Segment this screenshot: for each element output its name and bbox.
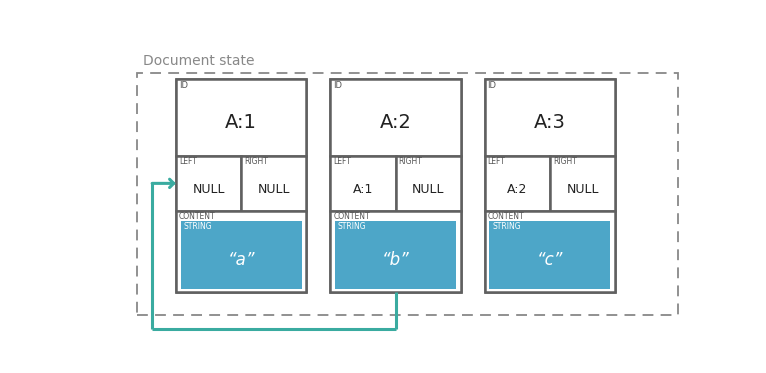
Text: CONTENT: CONTENT bbox=[178, 213, 215, 222]
Text: RIGHT: RIGHT bbox=[244, 157, 268, 166]
Bar bbox=[330, 211, 461, 292]
Text: NULL: NULL bbox=[257, 184, 290, 197]
Bar bbox=[176, 79, 306, 292]
Text: NULL: NULL bbox=[566, 184, 599, 197]
Text: A:2: A:2 bbox=[507, 184, 528, 197]
Text: ID: ID bbox=[333, 81, 342, 90]
Bar bbox=[485, 79, 615, 156]
Text: RIGHT: RIGHT bbox=[553, 157, 577, 166]
Text: STRING: STRING bbox=[184, 222, 212, 231]
Text: RIGHT: RIGHT bbox=[398, 157, 422, 166]
Bar bbox=[176, 156, 241, 211]
Bar bbox=[485, 211, 615, 292]
Text: A:3: A:3 bbox=[534, 113, 566, 132]
Bar bbox=[181, 221, 302, 289]
Bar bbox=[330, 79, 461, 292]
Text: STRING: STRING bbox=[493, 222, 521, 231]
Text: “b”: “b” bbox=[381, 251, 409, 269]
Bar bbox=[330, 79, 461, 156]
Text: ID: ID bbox=[488, 81, 496, 90]
Text: A:1: A:1 bbox=[225, 113, 257, 132]
Text: “a”: “a” bbox=[228, 251, 255, 269]
Text: NULL: NULL bbox=[412, 184, 444, 197]
Text: STRING: STRING bbox=[338, 222, 367, 231]
Bar bbox=[489, 221, 611, 289]
Bar bbox=[330, 156, 395, 211]
Text: LEFT: LEFT bbox=[488, 157, 506, 166]
Text: NULL: NULL bbox=[192, 184, 224, 197]
Text: A:1: A:1 bbox=[352, 184, 373, 197]
Bar bbox=[335, 221, 456, 289]
Text: LEFT: LEFT bbox=[178, 157, 197, 166]
Text: “c”: “c” bbox=[537, 251, 563, 269]
Bar bbox=[176, 79, 306, 156]
Bar bbox=[395, 156, 461, 211]
Bar bbox=[485, 79, 615, 292]
Text: ID: ID bbox=[178, 81, 188, 90]
Text: CONTENT: CONTENT bbox=[488, 213, 524, 222]
Bar bbox=[550, 156, 615, 211]
Bar bbox=[176, 211, 306, 292]
Text: Document state: Document state bbox=[143, 54, 255, 68]
Bar bbox=[485, 156, 550, 211]
Bar bbox=[241, 156, 306, 211]
Text: CONTENT: CONTENT bbox=[333, 213, 370, 222]
Text: A:2: A:2 bbox=[380, 113, 411, 132]
Text: LEFT: LEFT bbox=[333, 157, 351, 166]
